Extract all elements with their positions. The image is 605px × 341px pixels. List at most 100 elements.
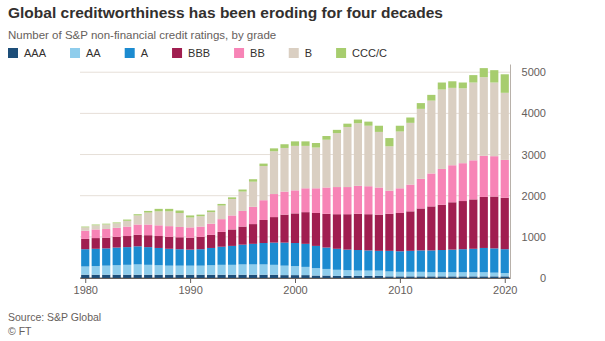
legend-swatch <box>8 48 18 58</box>
bar-segment <box>417 250 425 271</box>
bar-segment <box>406 251 414 272</box>
bar-segment <box>396 272 404 277</box>
bar-segment <box>501 249 509 273</box>
bar-segment <box>134 275 142 278</box>
legend-label: AAA <box>24 47 47 59</box>
bar-segment <box>343 270 351 276</box>
bar-segment <box>322 140 330 188</box>
y-tick-label: 0 <box>540 272 546 284</box>
bar-segment <box>333 130 341 133</box>
x-tick-label: 2000 <box>283 284 307 296</box>
bar-segment <box>259 220 267 243</box>
bar-segment <box>291 146 299 190</box>
bar-segment <box>333 187 341 214</box>
bar-segment <box>186 218 194 228</box>
bar-segment <box>186 227 194 237</box>
bar-segment <box>480 248 488 272</box>
subtitle: Number of S&P non-financial credit ratin… <box>8 29 276 41</box>
bar-segment <box>176 227 184 237</box>
bar-segment <box>375 276 383 278</box>
bar-segment <box>417 272 425 277</box>
bar-segment <box>228 229 236 245</box>
bar-segment <box>92 225 100 229</box>
bar-segment <box>102 223 110 225</box>
y-tick: 0 <box>510 272 546 284</box>
bar-segment <box>249 224 257 244</box>
bar-segment <box>155 211 163 225</box>
bar-segment <box>501 273 509 276</box>
bar-segment <box>144 247 152 265</box>
bar-segment <box>238 190 246 192</box>
legend-item: B <box>289 47 312 59</box>
bar-segment <box>207 212 215 224</box>
bar-segment <box>448 81 456 88</box>
x-tick-mark <box>505 278 506 283</box>
legend-swatch <box>234 48 244 58</box>
bar-segment <box>385 146 393 190</box>
x-tick-mark <box>295 278 296 283</box>
y-tick: 1000 <box>510 231 546 243</box>
bar-segment <box>165 249 173 266</box>
bar-segment <box>238 275 246 278</box>
bar-segment <box>438 276 446 278</box>
bar-segment <box>144 225 152 236</box>
series <box>81 68 509 227</box>
bar-segment <box>364 276 372 278</box>
bar-segment <box>186 250 194 266</box>
bar-segment <box>280 266 288 275</box>
bar-segment <box>343 276 351 278</box>
bar-segment <box>165 211 173 226</box>
bar-segment <box>427 272 435 276</box>
y-tick-label: 4000 <box>522 107 546 119</box>
bar-segment <box>217 275 225 278</box>
bar-segment <box>238 264 246 274</box>
bar-segment <box>469 160 477 199</box>
x-tick-mark <box>85 278 86 283</box>
bar-segment <box>301 146 309 188</box>
y-tick-label: 2000 <box>522 190 546 202</box>
bar-segment <box>322 248 330 269</box>
bar-segment <box>259 166 267 200</box>
bar-segment <box>207 275 215 278</box>
bar-segment <box>270 265 278 275</box>
bar-segment <box>217 219 225 232</box>
bar-segment <box>501 93 509 160</box>
bar-segment <box>134 225 142 235</box>
bar-segment <box>427 173 435 206</box>
bar-segment <box>490 70 498 82</box>
x-axis: 19801990200020102020 <box>74 278 518 296</box>
bar-segment <box>490 197 498 249</box>
bar-segment <box>322 187 330 213</box>
bar-segment <box>102 275 110 278</box>
bar-segment <box>228 275 236 278</box>
bar-segment <box>176 249 184 265</box>
x-tick: 1980 <box>74 278 98 296</box>
bar-segment <box>333 276 341 278</box>
bar-segment <box>469 75 477 82</box>
bar-segment <box>375 126 383 132</box>
bar-segment <box>301 188 309 212</box>
bar-segment <box>102 225 110 230</box>
bar-segment <box>81 266 89 274</box>
bar-segment <box>448 276 456 278</box>
x-tick-label: 1990 <box>178 284 202 296</box>
bar-segment <box>102 266 110 275</box>
bar-segment <box>364 122 372 126</box>
bar-segment <box>186 238 194 250</box>
legend-item: BB <box>234 47 265 59</box>
chart: Global creditworthiness has been eroding… <box>0 0 605 341</box>
bar-segment <box>364 126 372 186</box>
bar-segment <box>197 237 205 249</box>
legend: AAAAAABBBBBBCCC/C <box>8 47 387 59</box>
bar-segment <box>270 217 278 243</box>
legend-swatch <box>125 48 135 58</box>
series <box>81 77 509 231</box>
bar-segment <box>92 249 100 266</box>
bar-segment <box>354 123 362 186</box>
bar-segment <box>123 247 131 265</box>
bar-segment <box>123 227 131 236</box>
bar-segment <box>113 228 121 237</box>
y-tick: 5000 <box>510 66 546 78</box>
legend-label: A <box>141 47 149 59</box>
bar-segment <box>155 275 163 278</box>
